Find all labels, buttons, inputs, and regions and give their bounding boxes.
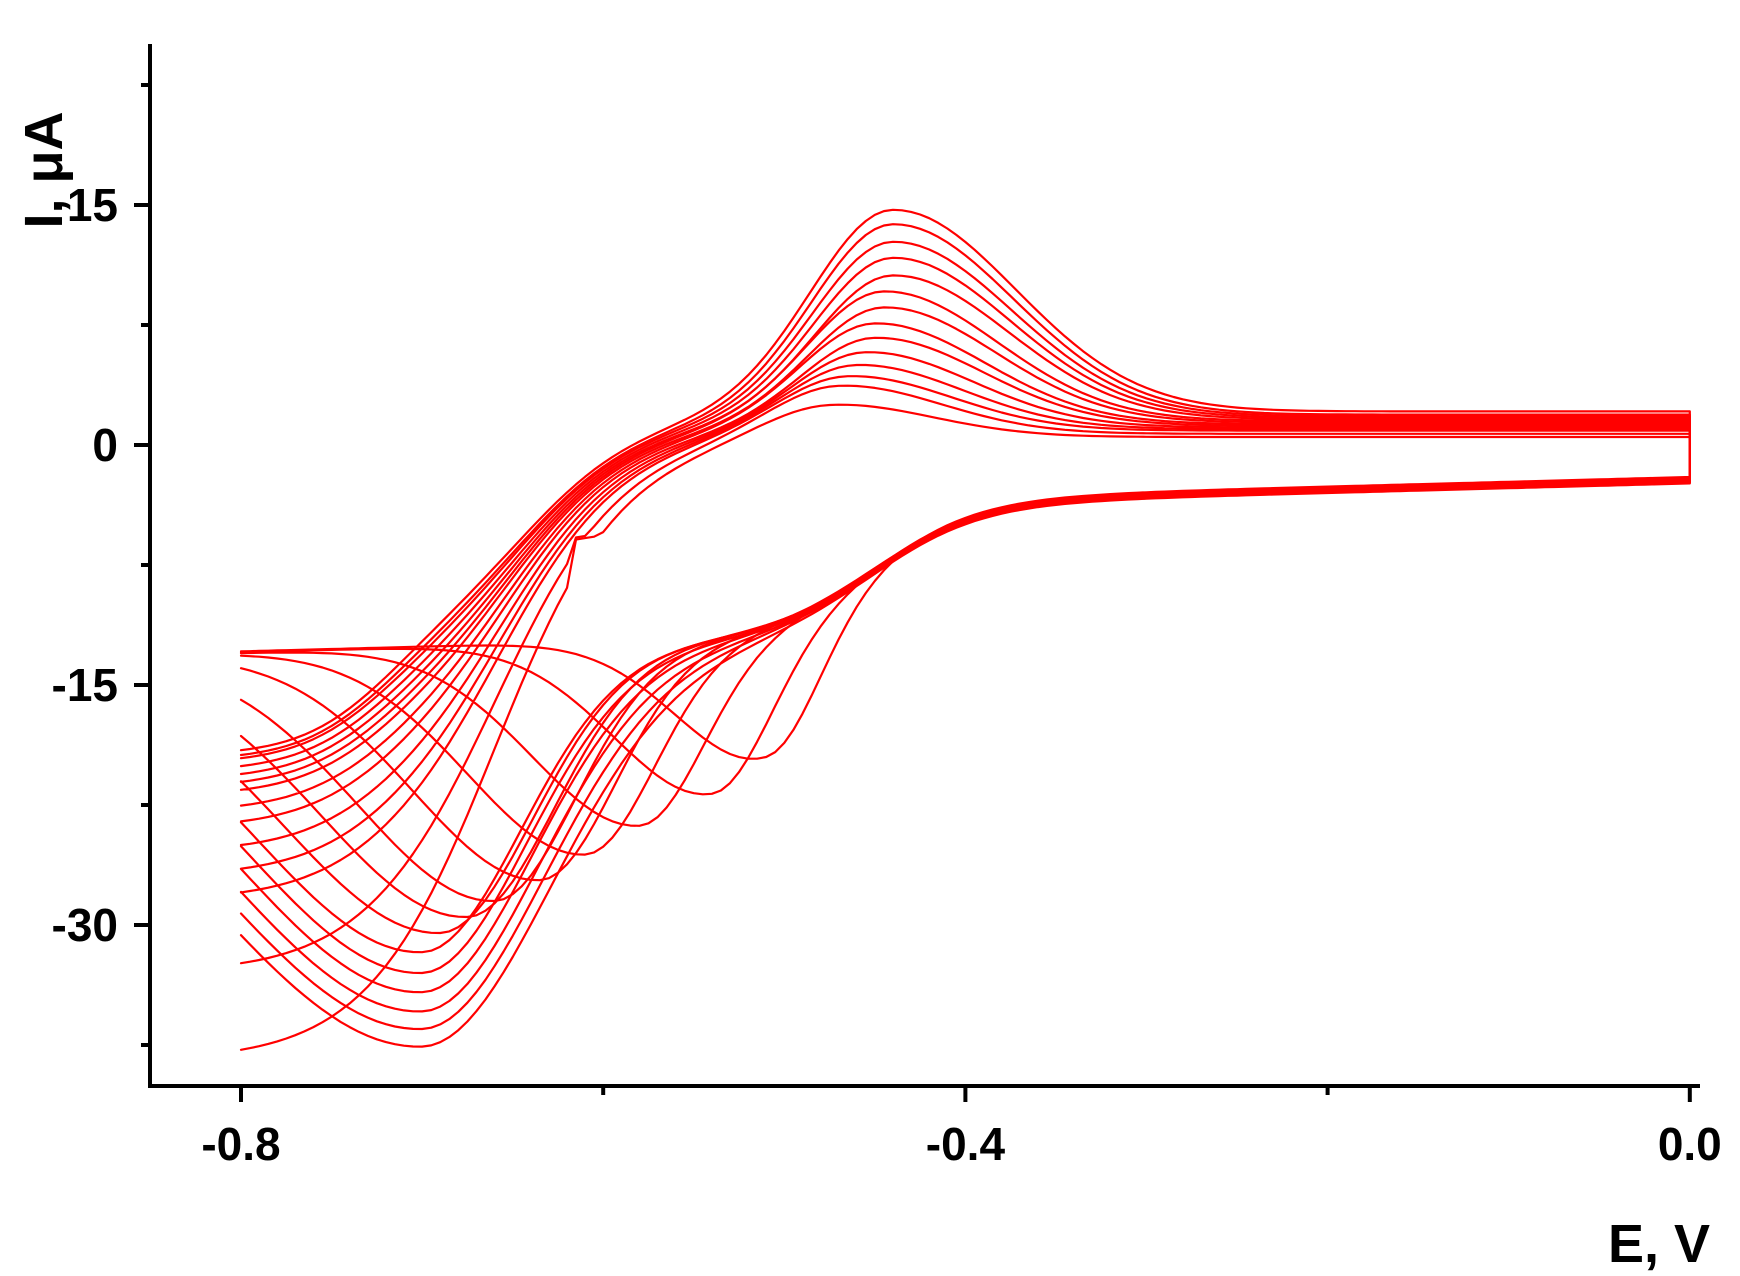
axes-layer [148, 44, 1700, 1088]
cv-cycle-curve [239, 240, 1691, 1013]
x-tick-label: -0.8 [201, 1118, 280, 1170]
ticks-layer: -0.8 -0.4 0.0 15 0 -15 -30 [52, 83, 1722, 1170]
cv-cycle-curve [239, 256, 1691, 994]
x-axis-title: E, V [1608, 1214, 1710, 1274]
y-tick-label: -30 [52, 899, 118, 951]
series-layer [239, 208, 1691, 1051]
y-tick-label: 0 [92, 419, 118, 471]
y-tick-label: 15 [67, 179, 118, 231]
y-axis-title: I, μA [14, 111, 74, 228]
x-tick-label: -0.4 [926, 1118, 1006, 1170]
y-tick-label: -15 [52, 659, 118, 711]
x-tick-label: 0.0 [1658, 1118, 1722, 1170]
cv-cycle-curve [239, 375, 1691, 894]
cv-cycle-curve [239, 223, 1691, 1031]
cv-cycle-curve [239, 208, 1691, 1048]
